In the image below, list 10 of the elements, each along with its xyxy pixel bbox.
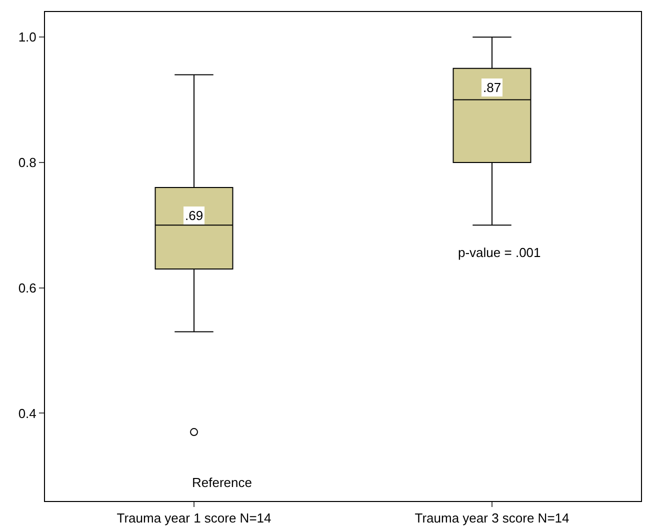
y-tick-label: 0.4 [18, 406, 36, 421]
y-tick-label: 0.8 [18, 155, 36, 170]
annotation: p-value = .001 [458, 245, 541, 260]
annotation: Reference [192, 475, 252, 490]
annotation: .87 [483, 80, 502, 95]
y-tick-label: 0.6 [18, 280, 36, 296]
x-tick-label: Trauma year 1 score N=14 [116, 510, 272, 526]
x-tick-label: Trauma year 3 score N=14 [414, 510, 570, 526]
annotation: .69 [185, 208, 204, 223]
y-tick-label: 1.0 [18, 30, 36, 45]
